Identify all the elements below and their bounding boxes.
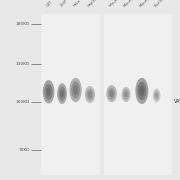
Ellipse shape bbox=[123, 89, 129, 100]
Text: Rat kidney: Rat kidney bbox=[154, 0, 170, 8]
Ellipse shape bbox=[60, 89, 64, 98]
Ellipse shape bbox=[109, 90, 114, 97]
Text: Mouse liver: Mouse liver bbox=[109, 0, 126, 8]
Text: 293T: 293T bbox=[59, 0, 68, 8]
Ellipse shape bbox=[106, 85, 117, 102]
Ellipse shape bbox=[139, 86, 144, 96]
Ellipse shape bbox=[122, 87, 130, 102]
Ellipse shape bbox=[154, 91, 159, 100]
Ellipse shape bbox=[71, 82, 80, 98]
Text: HeLa: HeLa bbox=[73, 0, 82, 8]
Text: HepG2: HepG2 bbox=[87, 0, 99, 8]
Text: 180KD: 180KD bbox=[15, 22, 30, 26]
Text: 130KD: 130KD bbox=[15, 62, 30, 66]
Ellipse shape bbox=[153, 88, 160, 102]
Ellipse shape bbox=[46, 87, 51, 96]
Text: VAV2: VAV2 bbox=[174, 99, 180, 104]
Bar bbox=[100, 14, 104, 175]
Ellipse shape bbox=[155, 93, 158, 98]
Text: 100KD: 100KD bbox=[15, 100, 30, 104]
Ellipse shape bbox=[88, 91, 92, 98]
Ellipse shape bbox=[108, 88, 115, 100]
Ellipse shape bbox=[69, 78, 82, 102]
Ellipse shape bbox=[44, 84, 53, 100]
Ellipse shape bbox=[124, 91, 128, 98]
Bar bbox=[40, 14, 172, 175]
Ellipse shape bbox=[57, 83, 67, 104]
Text: Mouse spleen: Mouse spleen bbox=[139, 0, 159, 8]
Ellipse shape bbox=[59, 86, 66, 101]
Text: 70KD: 70KD bbox=[18, 148, 30, 152]
Ellipse shape bbox=[86, 89, 94, 100]
Ellipse shape bbox=[43, 80, 55, 103]
Ellipse shape bbox=[73, 85, 78, 95]
Text: Mouse lung: Mouse lung bbox=[123, 0, 141, 8]
Ellipse shape bbox=[85, 86, 95, 103]
Text: U87: U87 bbox=[46, 0, 54, 8]
Ellipse shape bbox=[135, 78, 148, 104]
Ellipse shape bbox=[137, 82, 146, 100]
